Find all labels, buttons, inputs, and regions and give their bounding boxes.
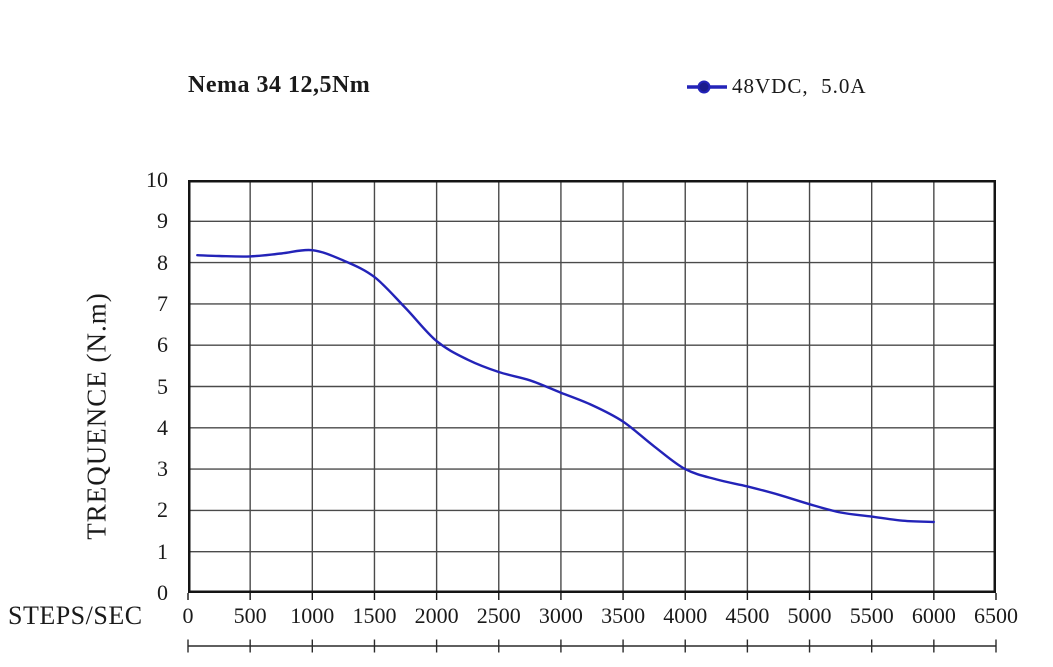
y-axis-label: TREQUENCE (N.m) [81, 292, 112, 540]
chart-title: Nema 34 12,5Nm [188, 72, 371, 98]
plot-grid-and-curve [187, 180, 997, 600]
y-tick-label: 4 [157, 414, 168, 440]
x-tick-label: 0 [182, 603, 194, 628]
y-tick-label: 9 [157, 208, 168, 234]
y-tick-label: 5 [157, 373, 168, 399]
x-tick-label: 500 [233, 603, 267, 628]
x-tick-label: 1500 [352, 603, 397, 628]
x-tick-label: 4500 [725, 603, 770, 628]
x-tick-label: 2000 [414, 603, 459, 628]
y-tick-label: 0 [157, 580, 168, 605]
x-tick-label: 5500 [849, 603, 894, 628]
legend-label: 48VDC, 5.0A [732, 74, 867, 98]
x-tick-label: 5000 [787, 603, 832, 628]
x-tick-label: 4000 [663, 603, 708, 628]
x-tick-label: 6000 [911, 603, 956, 628]
torque-curve [196, 248, 935, 524]
bottom-ruler [187, 639, 997, 653]
plot-area [187, 180, 997, 600]
legend: 48VDC, 5.0A [686, 74, 867, 99]
x-axis-label: STEPS/SEC [8, 601, 143, 630]
legend-line-marker-icon [687, 80, 727, 93]
y-tick-label: 3 [157, 456, 168, 482]
y-tick-label: 2 [157, 497, 168, 523]
y-tick-label: 10 [146, 167, 168, 192]
x-tick-label: 1000 [290, 603, 335, 628]
x-tick-label: 3000 [538, 603, 583, 628]
x-tick-label: 2500 [476, 603, 521, 628]
y-tick-label: 8 [157, 249, 168, 275]
y-tick-label: 6 [157, 332, 168, 358]
y-tick-label: 7 [157, 290, 168, 316]
x-tick-label: 6500 [974, 603, 1018, 628]
x-tick-label: 3500 [601, 603, 646, 628]
y-tick-label: 1 [157, 538, 168, 564]
